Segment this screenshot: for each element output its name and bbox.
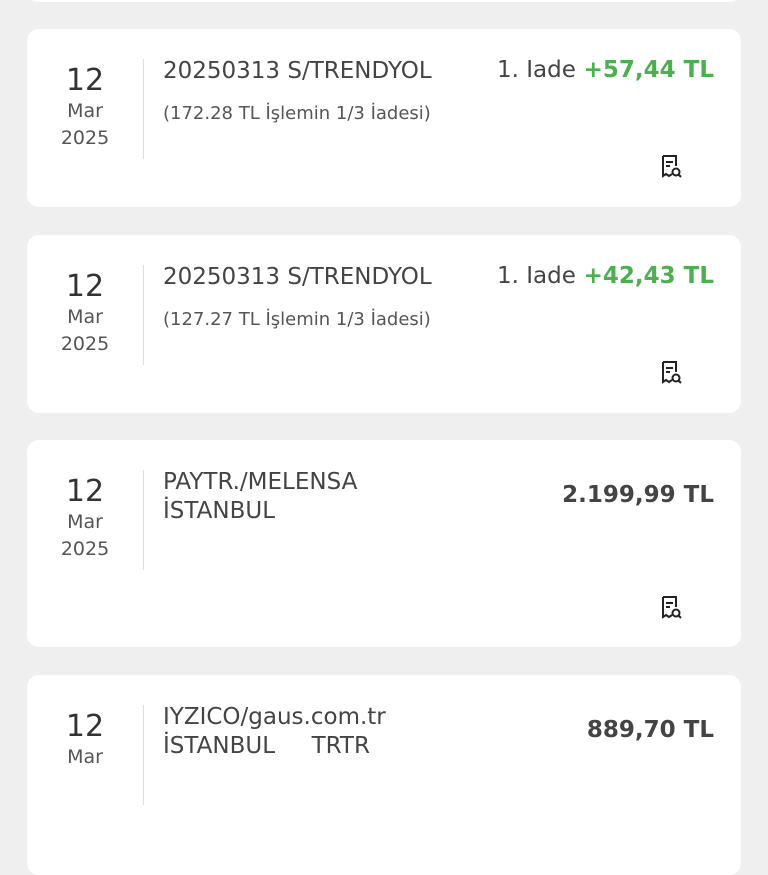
receipt-icon[interactable] bbox=[659, 154, 683, 184]
receipt-icon[interactable] bbox=[659, 595, 683, 625]
day: 12 bbox=[65, 474, 105, 509]
receipt-icon[interactable] bbox=[659, 360, 683, 390]
month: Mar bbox=[67, 511, 103, 533]
transaction-card[interactable]: 12 Mar 2025 20250313 S/TRENDYOL 1. Iade +42,4… bbox=[27, 235, 741, 413]
receipt-svg bbox=[662, 155, 682, 178]
year: 2025 bbox=[60, 538, 110, 560]
separator bbox=[143, 265, 144, 365]
merchant: 20250313 S/TRENDYOL bbox=[163, 58, 432, 84]
merchant: IYZICO/gaus.com.tr İSTANBUL TRTR bbox=[163, 704, 386, 759]
note: (172.28 TL İşlemin 1/3 İadesi) bbox=[163, 103, 431, 124]
amount: +42,43 TL bbox=[583, 263, 714, 289]
amount: 2.199,99 TL bbox=[562, 482, 714, 508]
date: 12 Mar 2025 bbox=[27, 474, 143, 563]
month: Mar bbox=[67, 306, 103, 328]
merchant: PAYTR./MELENSA İSTANBUL bbox=[163, 469, 358, 524]
separator bbox=[143, 705, 144, 805]
refund-tag: 1. Iade bbox=[497, 263, 576, 289]
month: Mar bbox=[67, 100, 103, 122]
merchant: 20250313 S/TRENDYOL bbox=[163, 264, 432, 290]
transaction-card[interactable]: 12 Mar 2025 20250313 S/TRENDYOL 1. Iade +57,4… bbox=[27, 29, 741, 207]
note: (127.27 TL İşlemin 1/3 İadesi) bbox=[163, 309, 431, 330]
transaction-card[interactable]: 12 Mar 2025 PAYTR./MELENSA İSTANBUL 2.199,99… bbox=[27, 440, 741, 647]
receipt-svg bbox=[662, 361, 682, 384]
transaction-card[interactable]: 12 Mar IYZICO/gaus.com.tr İSTANBUL TRTR 889… bbox=[27, 675, 741, 875]
separator bbox=[143, 59, 144, 159]
refund-tag: 1. Iade bbox=[497, 57, 576, 83]
separator bbox=[143, 470, 144, 570]
year: 2025 bbox=[60, 333, 110, 355]
day: 12 bbox=[65, 63, 105, 98]
year: 2025 bbox=[60, 127, 110, 149]
date: 12 Mar bbox=[27, 709, 143, 771]
day: 12 bbox=[65, 269, 105, 304]
month: Mar bbox=[67, 746, 103, 768]
card bbox=[27, 0, 741, 2]
receipt-svg bbox=[662, 596, 682, 619]
amount: +57,44 TL bbox=[583, 57, 714, 83]
day: 12 bbox=[65, 709, 105, 744]
page: 12 Mar 2025 20250313 S/TRENDYOL 1. Iade +57,4… bbox=[27, 0, 741, 875]
date: 12 Mar 2025 bbox=[27, 269, 143, 358]
date: 12 Mar 2025 bbox=[27, 63, 143, 152]
amount: 889,70 TL bbox=[586, 717, 714, 743]
